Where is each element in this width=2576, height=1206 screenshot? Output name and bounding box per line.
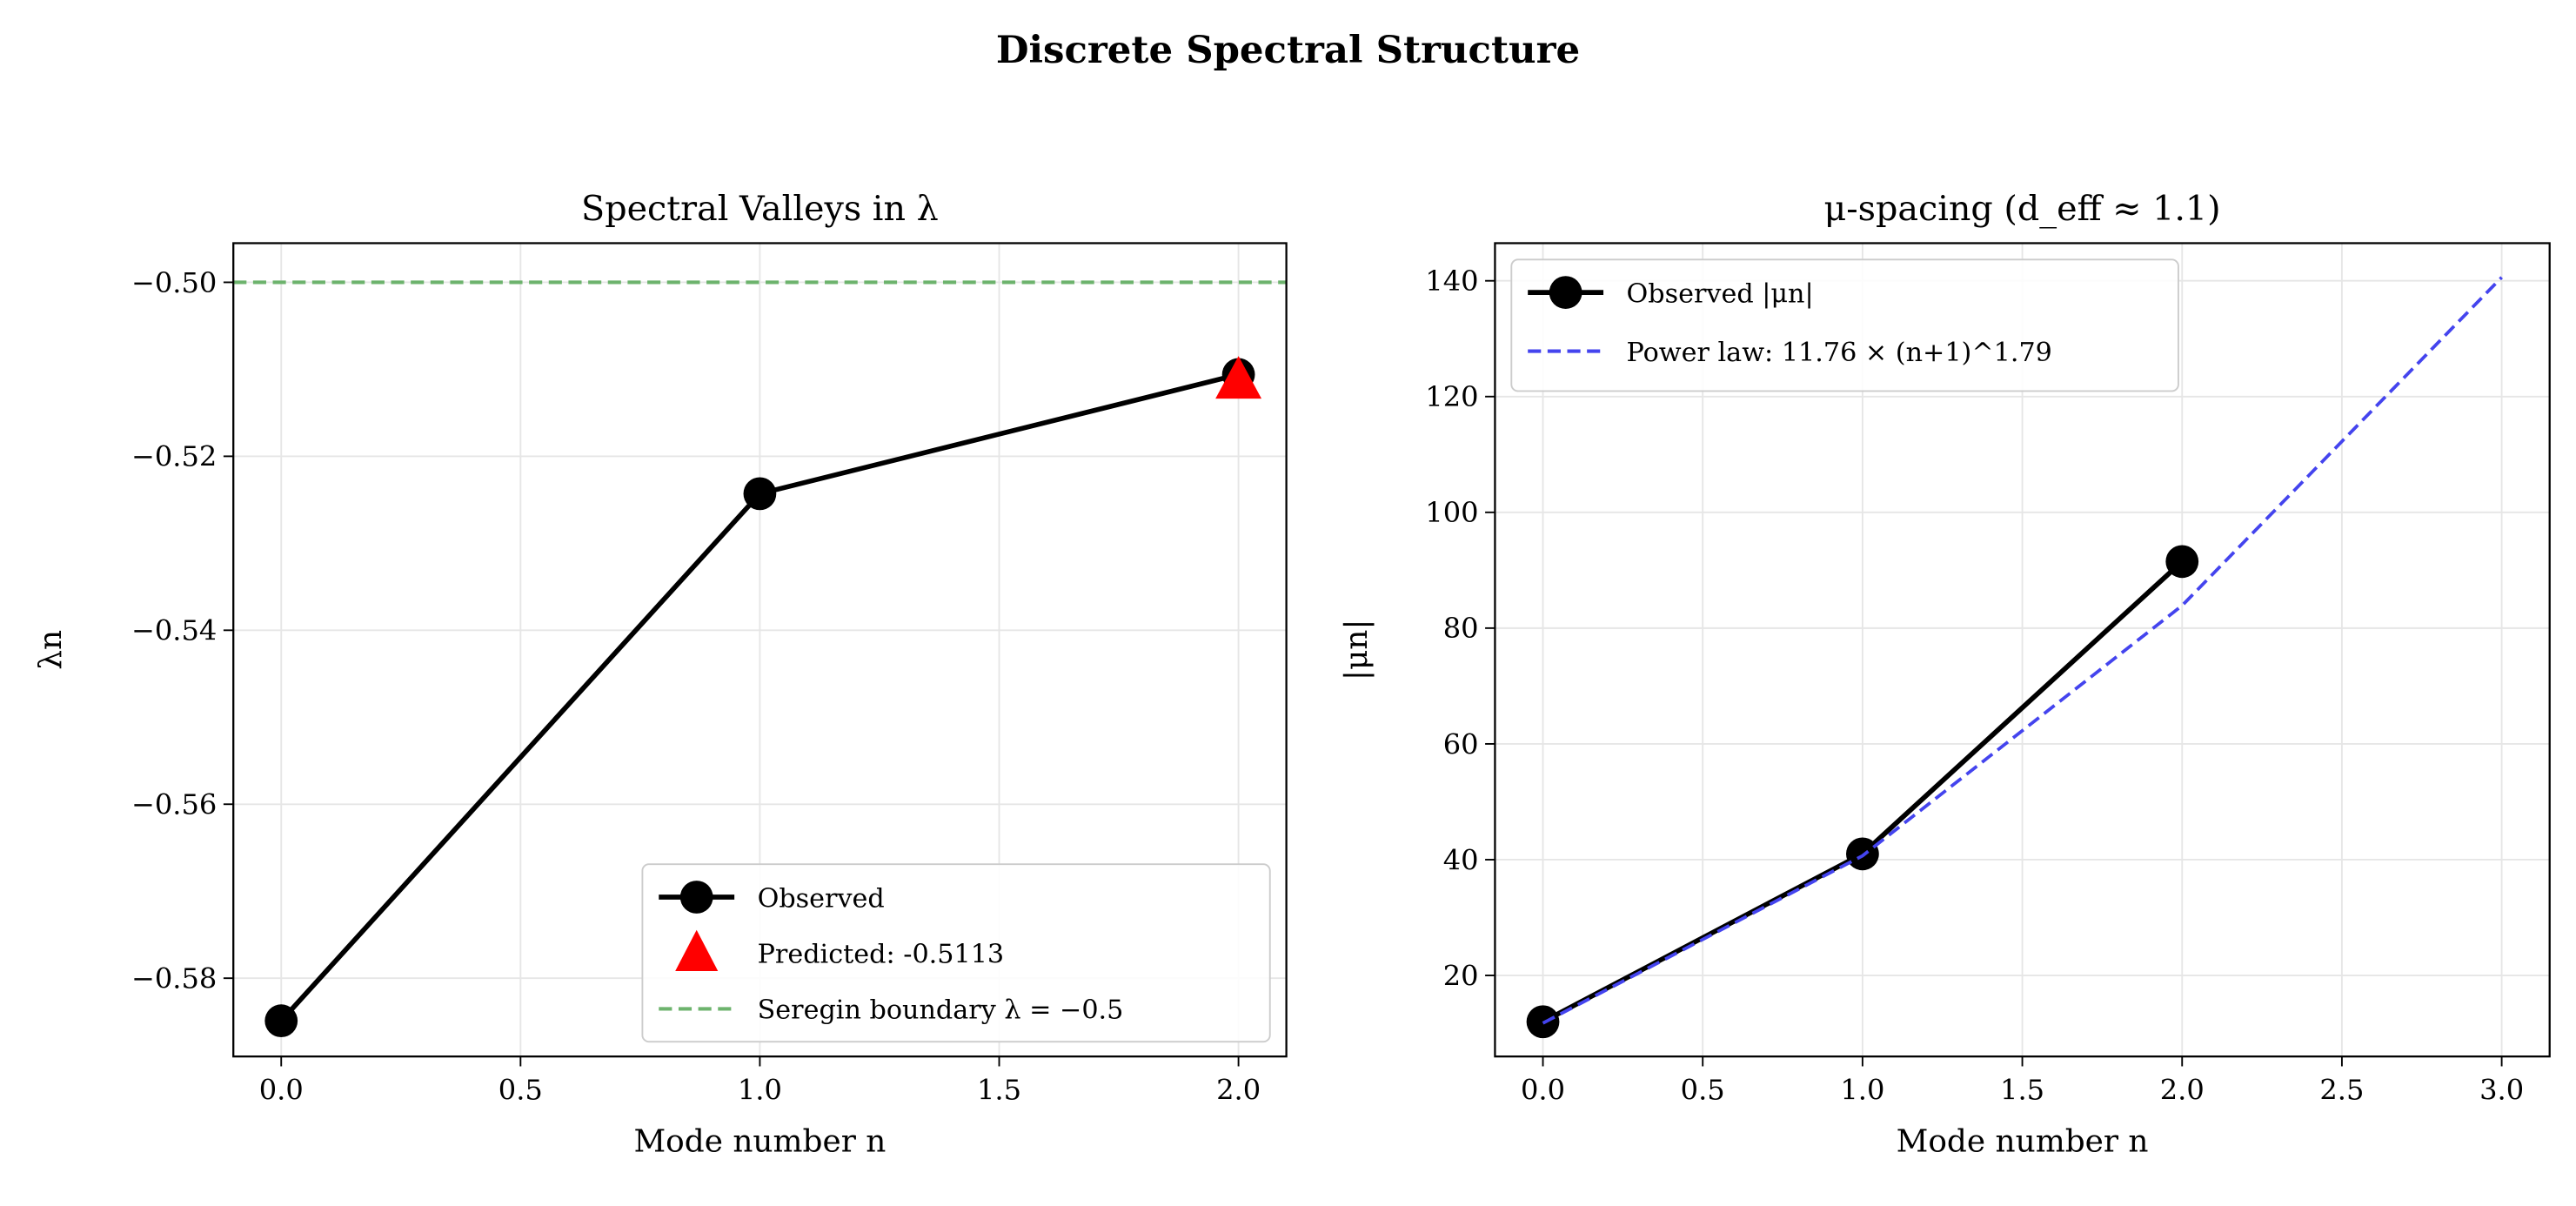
predicted-marker (1215, 356, 1262, 399)
data-point (264, 1004, 298, 1038)
chart-title: Spectral Valleys in λ (581, 189, 939, 229)
legend-label: Seregin boundary λ = −0.5 (758, 995, 1124, 1026)
chart-title: μ-spacing (d_eff ≈ 1.1) (1824, 189, 2221, 229)
legend-label: Observed |μn| (1626, 278, 1813, 309)
fit-line (1542, 276, 2503, 1025)
y-tick-label: 140 (1425, 265, 1478, 298)
legend-label: Predicted: -0.5113 (758, 940, 1005, 970)
x-tick-label: 2.0 (1216, 1073, 1261, 1106)
right-chart: 0.0 0.5 1.0 1.5 2.0 2.5 3.0 20 40 60 80 100 120 140 μ-… (1339, 189, 2551, 1160)
legend-marker-swatch (679, 881, 713, 914)
data-point (2165, 545, 2199, 579)
x-tick-label: 1.0 (1840, 1073, 1884, 1106)
legend-marker-swatch (1549, 276, 1582, 309)
y-axis-label: |μn| (1339, 620, 1375, 681)
y-tick-label: −0.52 (131, 440, 217, 473)
y-tick-label: −0.56 (131, 788, 217, 821)
y-tick-label: 80 (1443, 612, 1479, 645)
legend-triangle-swatch (675, 929, 719, 971)
x-tick-label: 0.5 (1681, 1073, 1725, 1106)
legend-box (641, 863, 1271, 1043)
y-tick-label: 40 (1443, 843, 1479, 876)
y-axis-label: λn (33, 630, 69, 670)
x-tick-label: 2.0 (2160, 1073, 2205, 1106)
y-tick-label: 60 (1443, 727, 1479, 760)
x-tick-label: 1.5 (977, 1073, 1021, 1106)
legend-label: Power law: 11.76 × (n+1)^1.79 (1626, 338, 2051, 368)
x-tick-label: 3.0 (2479, 1073, 2524, 1106)
figure-title: Discrete Spectral Structure (996, 28, 1580, 72)
x-tick-label: 0.0 (259, 1073, 304, 1106)
y-tick-label: −0.50 (131, 266, 217, 299)
axes-frame (232, 242, 1288, 1058)
legend-box (1510, 258, 2179, 392)
x-tick-label: 2.5 (2319, 1073, 2364, 1106)
x-tick-label: 1.0 (738, 1073, 782, 1106)
y-tick-label: 120 (1425, 380, 1478, 413)
left-chart: 0.0 0.5 1.0 1.5 2.0 −0.58 −0.56 −0.54 −0.52 −0.50… (33, 189, 1288, 1160)
x-axis-label: Mode number n (633, 1124, 886, 1160)
axes-frame (1494, 242, 2551, 1058)
x-tick-label: 1.5 (2000, 1073, 2044, 1106)
y-tick-label: 100 (1425, 496, 1478, 529)
y-tick-label: 20 (1443, 959, 1479, 992)
y-tick-label: −0.58 (131, 962, 217, 995)
x-tick-label: 0.5 (498, 1073, 543, 1106)
legend-label: Observed (758, 883, 885, 914)
x-tick-label: 0.0 (1521, 1073, 1565, 1106)
y-tick-label: −0.54 (131, 614, 217, 647)
data-point (743, 477, 777, 511)
x-axis-label: Mode number n (1897, 1124, 2149, 1160)
